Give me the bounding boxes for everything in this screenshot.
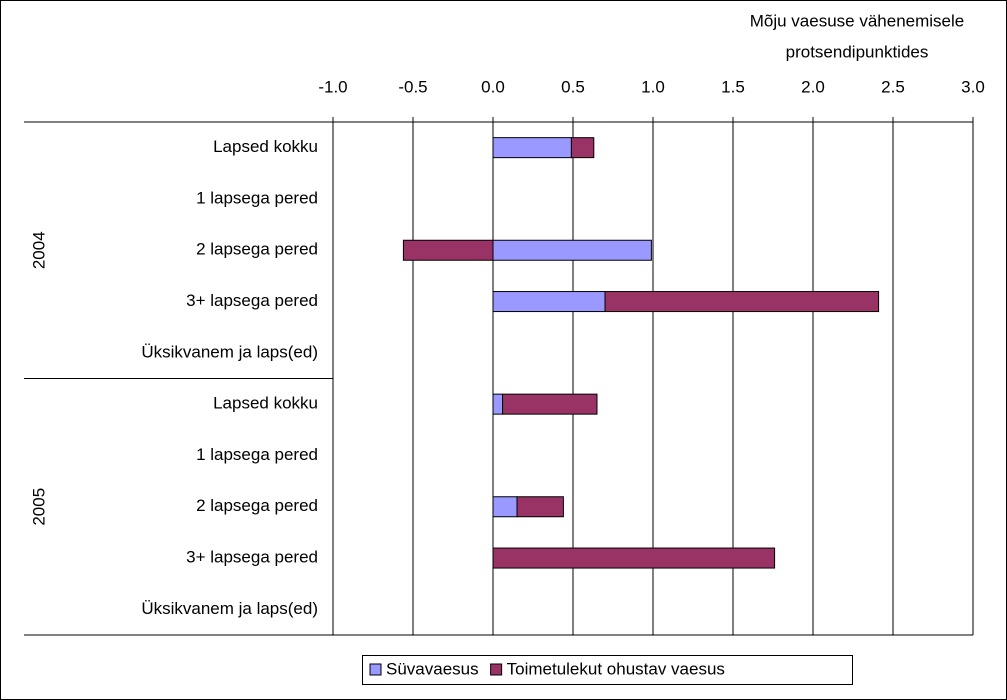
bar <box>570 137 595 159</box>
bar <box>492 496 518 518</box>
y-tick-label: 1 lapsega pered <box>196 188 318 207</box>
y-tick-label: Üksikvanem ja laps(ed) <box>141 599 318 618</box>
bar <box>604 291 880 313</box>
y-tick-label: 3+ lapsega pered <box>186 291 318 310</box>
legend-label: Toimetulekut ohustav vaesus <box>507 659 725 678</box>
y-tick-label: Lapsed kokku <box>213 394 318 413</box>
bar <box>492 291 606 313</box>
y-tick-label: 3+ lapsega pered <box>186 548 318 567</box>
y-tick-label: 1 lapsega pered <box>196 445 318 464</box>
axis-title: Mõju vaesuse vähenemisele <box>750 11 965 30</box>
x-tick-label: -1.0 <box>318 77 347 96</box>
legend-swatch <box>490 663 503 676</box>
x-tick-label: 2.0 <box>801 77 825 96</box>
y-tick-label: 2 lapsega pered <box>196 496 318 515</box>
bar <box>492 393 504 415</box>
y-tick-label: 2 lapsega pered <box>196 240 318 259</box>
axis-title: protsendipunktides <box>786 42 929 61</box>
x-tick-label: 1.0 <box>641 77 665 96</box>
legend-box <box>362 655 853 685</box>
x-tick-label: -0.5 <box>398 77 427 96</box>
x-tick-label: 3.0 <box>961 77 985 96</box>
group-label: 2005 <box>29 488 48 526</box>
y-tick-label: Lapsed kokku <box>213 137 318 156</box>
y-tick-label: Üksikvanem ja laps(ed) <box>141 342 318 361</box>
x-tick-label: 0.0 <box>481 77 505 96</box>
x-tick-label: 2.5 <box>881 77 905 96</box>
legend-swatch <box>369 663 382 676</box>
bar <box>492 137 572 159</box>
bar <box>402 239 494 261</box>
bar <box>492 547 776 569</box>
x-tick-label: 0.5 <box>561 77 585 96</box>
bar <box>492 239 652 261</box>
bar <box>502 393 598 415</box>
bar <box>516 496 564 518</box>
x-tick-label: 1.5 <box>721 77 745 96</box>
group-label: 2004 <box>29 231 48 269</box>
legend-label: Süvavaesus <box>386 659 479 678</box>
